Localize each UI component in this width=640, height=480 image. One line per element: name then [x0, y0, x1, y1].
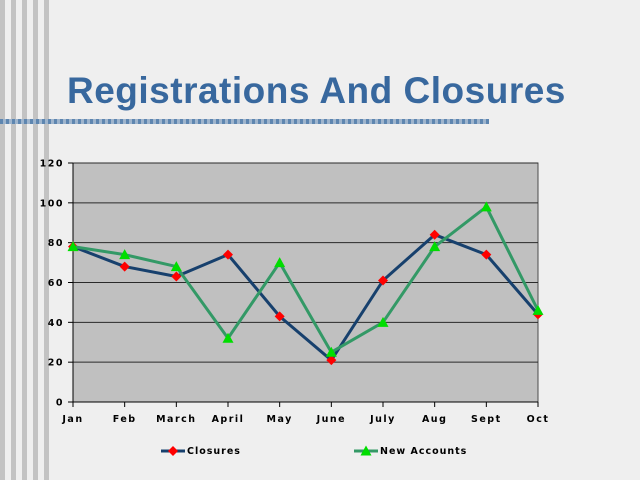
y-axis-label: 20: [48, 358, 64, 369]
x-axis-label: May: [267, 414, 293, 425]
x-axis-label: Sept: [471, 414, 502, 425]
x-axis-label: June: [316, 414, 347, 425]
y-axis-label: 120: [40, 159, 64, 170]
series-line-closures: [71, 233, 540, 362]
x-axis-label: Oct: [527, 414, 550, 425]
diamond-marker-icon: [326, 355, 337, 366]
triangle-marker-icon: [429, 241, 441, 252]
triangle-marker-icon: [274, 257, 286, 268]
title-underline: [0, 119, 489, 124]
legend-triangle-icon: [360, 445, 372, 456]
x-axis-label: April: [212, 414, 245, 425]
diamond-marker-icon: [223, 249, 233, 260]
diamond-marker-icon: [378, 275, 388, 286]
series-line-new-accounts: [71, 205, 540, 354]
x-axis-label: Jan: [61, 414, 83, 425]
slide-title: Registrations And Closures: [67, 70, 566, 111]
y-axis-label: 60: [48, 278, 64, 289]
diamond-marker-icon: [429, 229, 440, 240]
x-axis-label: July: [369, 414, 396, 425]
diamond-marker-icon: [119, 261, 130, 272]
triangle-marker-icon: [170, 261, 182, 272]
y-axis-label: 100: [40, 198, 64, 209]
y-axis-label: 80: [48, 238, 64, 249]
new-accounts-legend-marker-icon: [354, 445, 378, 456]
triangle-marker-icon: [532, 304, 544, 315]
legend-label-new-accounts: New Accounts: [380, 445, 468, 457]
x-axis-label: Feb: [113, 414, 137, 425]
legend-item-new-accounts: New Accounts: [354, 444, 467, 458]
legend-item-closures: Closures: [161, 444, 241, 458]
triangle-marker-icon: [67, 241, 79, 252]
y-axis-label: 40: [48, 318, 64, 329]
left-stripe-decoration: [0, 0, 50, 480]
x-axis-label: March: [156, 414, 196, 425]
triangle-marker-icon: [480, 201, 492, 212]
legend-diamond-icon: [168, 446, 178, 456]
triangle-marker-icon: [119, 249, 131, 260]
triangle-marker-icon: [377, 316, 389, 327]
diamond-marker-icon: [171, 271, 182, 282]
diamond-marker-icon: [481, 249, 492, 260]
chart-legend: Closures New Accounts: [0, 444, 640, 460]
closures-legend-marker-icon: [161, 446, 185, 456]
triangle-marker-icon: [222, 332, 234, 343]
legend-label-closures: Closures: [187, 445, 241, 457]
diamond-marker-icon: [274, 311, 285, 322]
triangle-marker-icon: [325, 346, 337, 357]
x-axis-label: Aug: [422, 414, 447, 425]
y-axis-label: 0: [56, 398, 64, 409]
